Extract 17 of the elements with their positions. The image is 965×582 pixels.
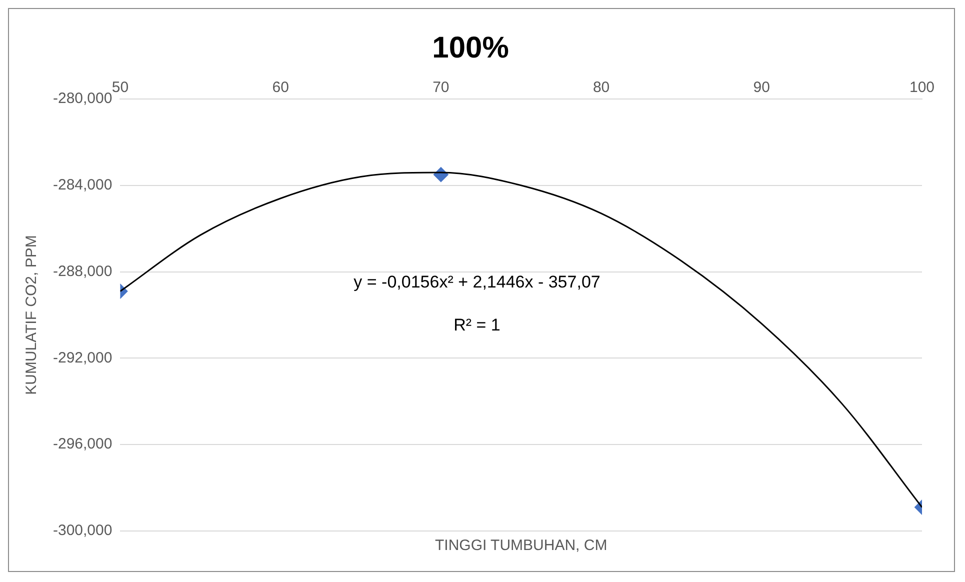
y-tick-label: -292,000 [53,349,112,366]
x-tick-label: 80 [592,79,610,96]
x-tick-label: 100 [909,79,935,96]
x-tick-label: 70 [432,79,450,96]
y-tick-label: -300,000 [53,522,112,540]
y-tick-label: -296,000 [53,436,112,453]
y-tick-label: -288,000 [53,262,112,280]
x-tick-label: 50 [112,79,129,96]
x-tick-label: 60 [272,79,289,96]
y-tick-label: -280,000 [53,90,112,108]
annotation: y = -0,0156x² + 2,1446x - 357,07 [354,272,600,292]
x-tick-label: 90 [753,79,770,96]
y-tick-label: -284,000 [53,176,112,194]
chart-title: 100% [432,31,509,64]
x-axis-title: TINGGI TUMBUHAN, CM [434,537,608,554]
annotation: R² = 1 [454,315,500,334]
y-axis-title: KUMULATIF CO2, PPM [23,235,40,395]
